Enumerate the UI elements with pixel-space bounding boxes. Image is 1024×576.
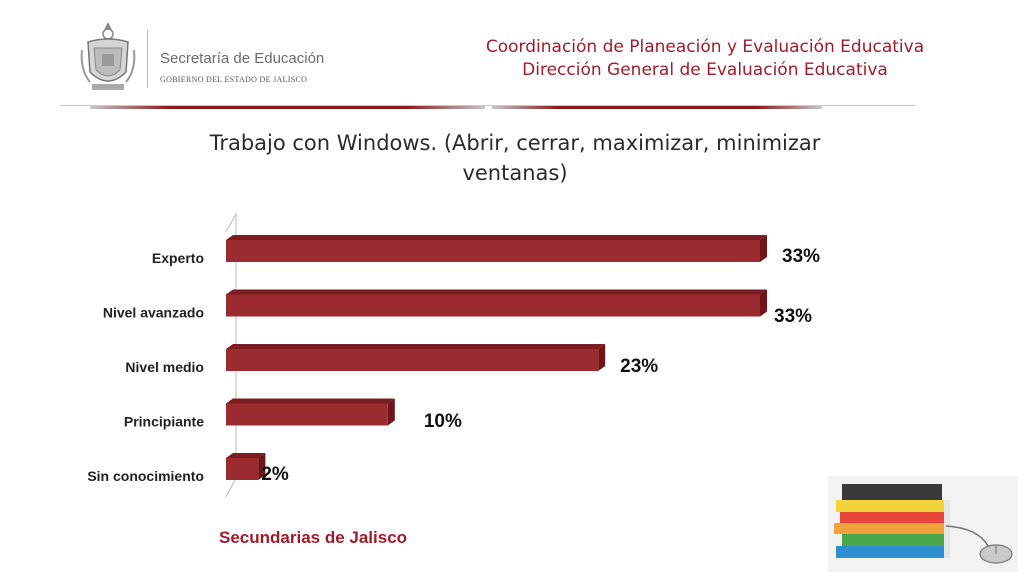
- header-rule-thin: [60, 105, 915, 106]
- data-label: 2%: [261, 464, 289, 485]
- logo-divider: [147, 30, 148, 88]
- bar-top-1: [226, 289, 767, 295]
- coat-of-arms-icon: [80, 22, 136, 90]
- bar: [226, 349, 599, 371]
- category-label: Principiante: [124, 414, 204, 430]
- bar-side-2: [598, 344, 606, 371]
- bar-top-3: [226, 398, 395, 404]
- org-title: Secretaría de Educación: [160, 50, 325, 67]
- category-label: Nivel avanzado: [103, 305, 204, 321]
- bar-top-0: [226, 235, 767, 240]
- coordination-title: Coordinación de Planeación y Evaluación …: [485, 37, 925, 57]
- category-label: Experto: [152, 250, 204, 266]
- bar-side-1: [760, 289, 767, 317]
- header-rule-right: [492, 106, 822, 109]
- direction-title: Dirección General de Evaluación Educativ…: [522, 60, 888, 80]
- data-label: 33%: [774, 306, 812, 327]
- header-rule-left: [90, 106, 485, 109]
- bar-top-4: [226, 453, 266, 458]
- bar-side-4: [258, 453, 266, 480]
- bar: [226, 240, 760, 262]
- books-and-mouse-icon: [828, 476, 1018, 572]
- bar: [226, 458, 259, 480]
- category-label: Sin conocimiento: [87, 468, 204, 484]
- data-label: 23%: [620, 356, 658, 377]
- chart-footer: Secundarias de Jalisco: [219, 528, 408, 547]
- bar-side-3: [387, 398, 395, 426]
- data-label: 33%: [782, 246, 820, 267]
- bar: [226, 403, 388, 426]
- bar-side-0: [760, 235, 767, 262]
- org-subtitle: GOBIERNO DEL ESTADO DE JALISCO: [160, 75, 308, 84]
- bar: [226, 294, 760, 317]
- page-title: Trabajo con Windows. (Abrir, cerrar, max…: [180, 128, 850, 188]
- bar-top-2: [226, 344, 606, 349]
- data-label: 10%: [424, 411, 462, 432]
- page-title-line-1: Trabajo con Windows. (Abrir, cerrar, max…: [209, 131, 821, 155]
- page-title-line-2: ventanas): [462, 161, 568, 185]
- category-label: Nivel medio: [125, 359, 204, 375]
